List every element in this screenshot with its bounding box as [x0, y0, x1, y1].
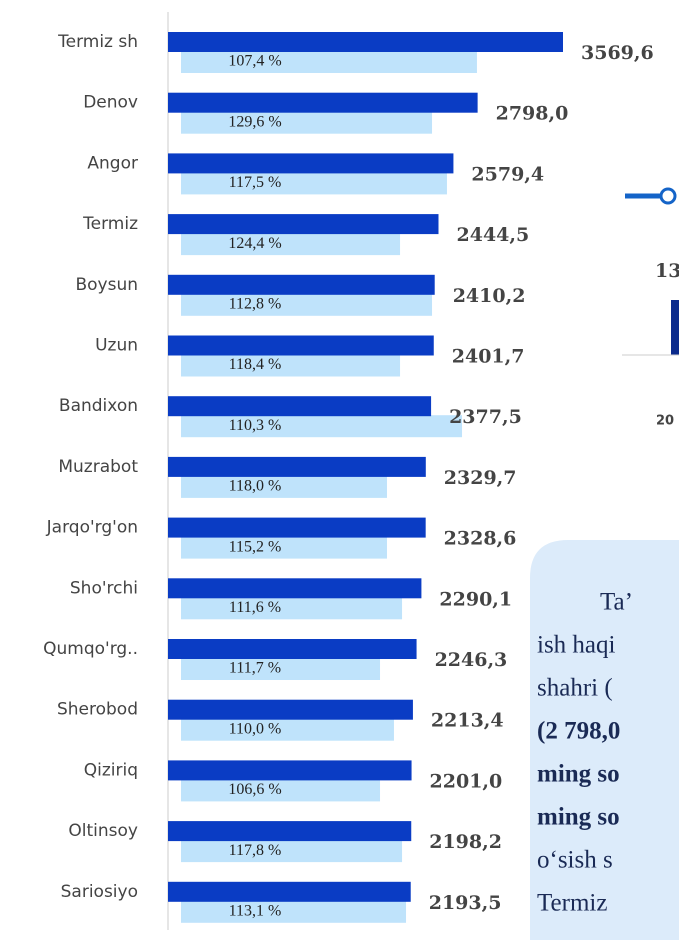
bar-light	[181, 172, 447, 195]
category-label: Denov	[83, 93, 138, 113]
category-label: Uzun	[95, 336, 138, 356]
value-label: 2410,2	[453, 285, 526, 307]
value-label: 2444,5	[457, 224, 530, 246]
side-bar	[671, 300, 679, 355]
percent-label: 110,0 %	[229, 720, 282, 737]
note-line: ish haqi	[537, 632, 616, 659]
bar	[168, 639, 417, 659]
bar	[168, 214, 439, 235]
bar	[168, 821, 412, 842]
percent-label: 117,8 %	[229, 842, 282, 859]
note-line: shahri (	[537, 675, 613, 702]
note-line: (2 798,0	[537, 718, 620, 745]
bar-light	[181, 900, 407, 923]
bar	[168, 92, 478, 113]
bar	[168, 335, 434, 356]
bar-light	[181, 354, 401, 377]
category-label: Termiz	[82, 214, 138, 234]
percent-label: 107,4 %	[228, 53, 281, 70]
bar	[168, 517, 426, 538]
value-label: 2193,5	[429, 892, 502, 914]
bar-light	[181, 293, 433, 316]
value-label: 2328,6	[444, 528, 517, 550]
percent-label: 117,5 %	[229, 174, 282, 191]
value-label: 3569,6	[581, 42, 654, 64]
bar	[168, 578, 422, 599]
bar-light	[181, 779, 381, 802]
percent-label: 124,4 %	[228, 235, 281, 252]
bar-light	[181, 233, 401, 256]
note-line: o‘sish s	[537, 847, 613, 874]
category-label: Jarqo'rg'on	[46, 518, 138, 538]
bar-light	[181, 536, 387, 559]
bar	[168, 396, 432, 417]
percent-label: 112,8 %	[229, 295, 282, 312]
note-line: Ta’	[600, 589, 633, 616]
percent-label: 129,6 %	[228, 113, 281, 130]
category-label: Sherobod	[57, 700, 138, 720]
value-label: 2377,5	[449, 406, 522, 428]
category-label: Bandixon	[59, 396, 138, 416]
value-label: 2201,0	[430, 770, 503, 792]
note-line: ming so	[537, 804, 620, 831]
value-label: 2213,4	[431, 710, 504, 732]
category-label: Qiziriq	[84, 760, 138, 780]
category-label: Boysun	[75, 275, 138, 295]
bar-light	[181, 597, 403, 620]
value-label: 2579,4	[471, 163, 544, 185]
percent-label: 111,6 %	[229, 599, 281, 616]
category-label: Qumqo'rg..	[43, 639, 138, 659]
percent-label: 106,6 %	[228, 781, 281, 798]
bar-light	[181, 415, 463, 438]
side-label: 13	[655, 260, 679, 282]
bar	[168, 760, 412, 781]
category-label: Oltinsoy	[68, 821, 138, 841]
percent-label: 118,0 %	[229, 478, 282, 495]
category-label: Sariosiyo	[61, 882, 138, 902]
category-label: Angor	[87, 153, 138, 173]
value-label: 2329,7	[444, 467, 517, 489]
percent-label: 115,2 %	[229, 538, 282, 555]
percent-label: 113,1 %	[229, 902, 282, 919]
text-box	[530, 540, 679, 940]
value-label: 2198,2	[429, 831, 502, 853]
bar-light	[181, 658, 381, 680]
category-label: Termiz sh	[57, 32, 138, 52]
note-line: ming so	[537, 761, 620, 788]
value-label: 2290,1	[439, 588, 512, 610]
category-label: Sho'rchi	[70, 578, 138, 598]
value-label: 2246,3	[435, 649, 508, 671]
percent-label: 111,7 %	[229, 660, 281, 677]
note-line: Termiz	[537, 890, 607, 917]
value-label: 2798,0	[496, 103, 569, 125]
bar	[168, 32, 563, 52]
bar	[168, 153, 454, 174]
bar	[168, 274, 435, 295]
value-label: 2401,7	[452, 346, 525, 368]
bar	[168, 456, 426, 477]
bar	[168, 881, 411, 902]
side-label: 20	[656, 414, 674, 429]
bar-light	[181, 475, 387, 498]
percent-label: 110,3 %	[229, 417, 282, 434]
bar-light	[181, 51, 477, 73]
bar-light	[181, 111, 433, 134]
percent-label: 118,4 %	[229, 356, 282, 373]
category-label: Muzrabot	[58, 457, 138, 477]
legend-marker	[659, 187, 677, 205]
bar-light	[181, 840, 403, 863]
bar-light	[181, 718, 394, 741]
bar	[168, 699, 413, 720]
